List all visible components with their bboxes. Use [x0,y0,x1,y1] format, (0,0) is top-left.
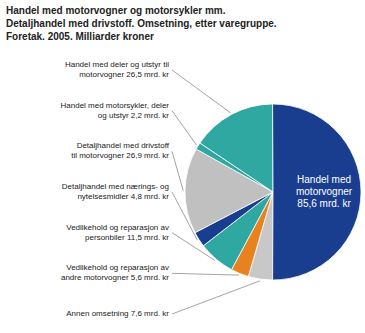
pie [185,104,361,280]
slice-label-line: til motorvogner 26,9 mrd. kr [71,151,169,160]
slice-label: Handel med motorsykler, delerog utstyr 2… [61,101,170,120]
slice-label-line: nytelsesmidler 4,8 mrd. kr [77,192,169,201]
slice-label-line: motorvogner [296,186,353,197]
slice-label-line: Handel med [297,174,351,185]
chart: Handel med motorvogner og motorsykler mm… [0,0,365,333]
slice-label-line: Detaljhandel med drivstoff [77,141,170,150]
slice-label-line: Handel med motorsykler, deler [61,101,170,110]
leader-line [172,111,196,145]
slice-label-line: motorvogner 26,5 mrd. kr [79,70,169,79]
slice-label-line: Handel med deler og utstyr til [65,60,169,69]
slice-label-line: personbiler 11,5 mrd. kr [85,233,169,242]
leader-line [172,192,197,240]
leader-line [172,281,260,314]
leader-line [172,233,215,261]
slice-label: Handel med deler og utstyr tilmotorvogne… [65,60,169,79]
slice-label: Annen omsetning 7,6 mrd. kr [66,309,169,318]
leader-line [172,151,183,190]
leader-line [172,273,239,275]
slice-label-line: andre motorvogner 5,6 mrd. kr [61,273,169,282]
slice-label: Vedlikehold og reparasjon avpersonbiler … [66,223,169,242]
slice [273,104,361,280]
slice-label-line: og utstyr 2,2 mrd. kr [98,111,169,120]
slice-label: Detaljhandel med drivstofftil motorvogne… [71,141,170,160]
leader-line [172,70,231,113]
title: Handel med motorvogner og motorsykler mm… [6,5,277,42]
title-line: Foretak. 2005. Milliarder kroner [6,31,154,42]
title-line: Detaljhandel med drivstoff. Omsetning, e… [6,18,277,29]
slice-label-line: Vedlikehold og reparasjon av [66,263,169,272]
slice-label-line: Detaljhandel med nærings- og [62,182,169,191]
slice-label: Handel medmotorvogner85,6 mrd. kr [296,174,353,209]
slice-label-line: 85,6 mrd. kr [297,198,351,209]
slice-label: Detaljhandel med nærings- ognytelsesmidl… [62,182,169,201]
slice [200,104,273,192]
slice-label-line: Annen omsetning 7,6 mrd. kr [66,309,169,318]
slice-label-line: Vedlikehold og reparasjon av [66,223,169,232]
title-line: Handel med motorvogner og motorsykler mm… [6,5,226,16]
slice-label: Vedlikehold og reparasjon avandre motorv… [61,263,169,282]
